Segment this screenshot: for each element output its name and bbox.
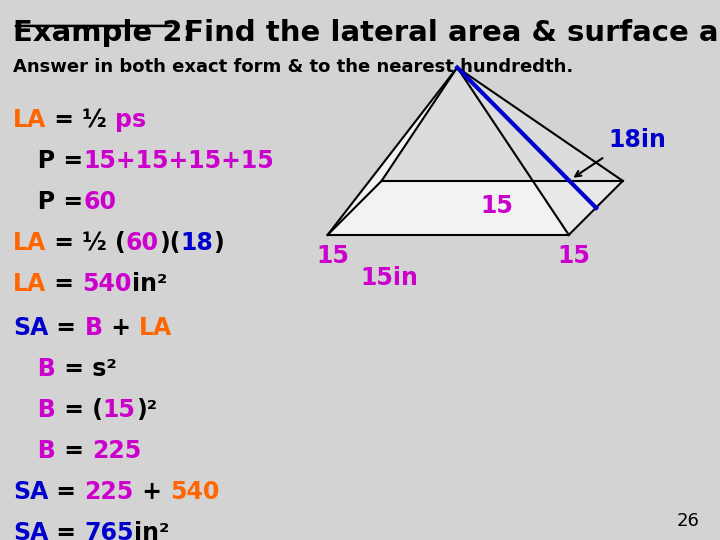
Text: = (: = ( (55, 398, 103, 422)
Text: 540: 540 (170, 480, 220, 504)
Text: 18: 18 (181, 231, 213, 255)
Text: 15: 15 (103, 398, 135, 422)
Text: 60: 60 (83, 190, 116, 214)
Text: P =: P = (13, 190, 83, 214)
Text: Find the lateral area & surface area.: Find the lateral area & surface area. (174, 19, 720, 47)
Text: =: = (46, 272, 83, 296)
Text: ps: ps (115, 108, 146, 132)
Text: =: = (55, 439, 92, 463)
Text: )(: )( (159, 231, 181, 255)
Text: 18in: 18in (608, 129, 666, 152)
Text: 15: 15 (480, 194, 513, 218)
Text: in²: in² (134, 521, 169, 540)
Text: LA: LA (13, 272, 46, 296)
Text: Example 2:: Example 2: (13, 19, 194, 47)
Text: ): ) (213, 231, 224, 255)
Text: 15in: 15in (360, 266, 418, 289)
Text: = ½ (: = ½ ( (46, 231, 126, 255)
Text: P =: P = (13, 149, 83, 173)
Text: in²: in² (132, 272, 167, 296)
Text: LA: LA (13, 231, 46, 255)
Text: 540: 540 (83, 272, 132, 296)
Text: SA: SA (13, 480, 48, 504)
Text: LA: LA (139, 316, 172, 340)
Text: 765: 765 (84, 521, 134, 540)
Text: B: B (13, 398, 55, 422)
Text: Answer in both exact form & to the nearest hundredth.: Answer in both exact form & to the neare… (13, 58, 573, 76)
Text: +: + (134, 480, 170, 504)
Text: LA: LA (13, 108, 46, 132)
Text: SA: SA (13, 316, 48, 340)
Polygon shape (328, 181, 623, 235)
Text: 60: 60 (126, 231, 159, 255)
Text: +: + (102, 316, 139, 340)
Text: = s²: = s² (55, 357, 117, 381)
Text: =: = (48, 480, 84, 504)
Text: 225: 225 (84, 480, 134, 504)
Text: 15+15+15+15: 15+15+15+15 (83, 149, 274, 173)
Text: B: B (13, 357, 55, 381)
Text: = ½: = ½ (46, 108, 115, 132)
Text: B: B (84, 316, 102, 340)
Text: )²: )² (135, 398, 157, 422)
Text: 26: 26 (677, 512, 700, 530)
Text: B: B (13, 439, 55, 463)
Polygon shape (328, 68, 569, 235)
Text: 15: 15 (557, 244, 590, 268)
Text: 15: 15 (316, 244, 349, 268)
Text: =: = (48, 316, 84, 340)
Text: =: = (48, 521, 84, 540)
Text: 225: 225 (92, 439, 141, 463)
Text: SA: SA (13, 521, 48, 540)
Polygon shape (382, 68, 623, 181)
Polygon shape (457, 68, 623, 235)
